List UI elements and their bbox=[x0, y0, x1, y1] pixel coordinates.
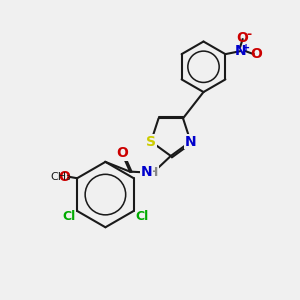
Text: H: H bbox=[148, 166, 158, 179]
Text: +: + bbox=[242, 43, 250, 52]
Text: S: S bbox=[146, 135, 156, 148]
Text: CH₃: CH₃ bbox=[50, 172, 71, 182]
Text: O: O bbox=[58, 170, 70, 184]
Text: O: O bbox=[237, 31, 249, 45]
Text: N: N bbox=[185, 135, 197, 148]
Text: N: N bbox=[234, 44, 246, 58]
Text: Cl: Cl bbox=[135, 210, 149, 224]
Text: N: N bbox=[141, 165, 152, 179]
Text: O: O bbox=[117, 146, 129, 160]
Text: Cl: Cl bbox=[62, 210, 75, 224]
Text: O: O bbox=[251, 47, 262, 61]
Text: -: - bbox=[247, 28, 252, 41]
